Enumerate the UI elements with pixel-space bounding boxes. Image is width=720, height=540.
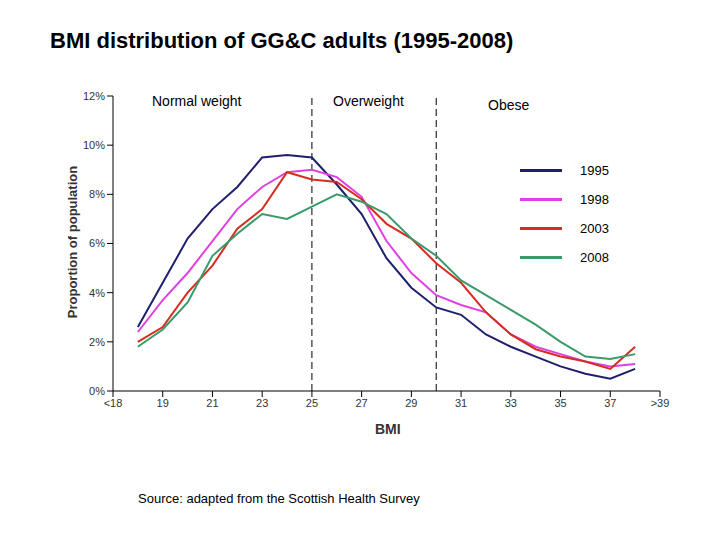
svg-text:0%: 0% bbox=[89, 385, 105, 397]
svg-text:23: 23 bbox=[256, 397, 268, 409]
html-text:2003: 2003 bbox=[580, 220, 609, 236]
svg-text:10%: 10% bbox=[83, 139, 105, 151]
svg-text:35: 35 bbox=[554, 397, 566, 409]
html-text:Overweight: Overweight bbox=[333, 93, 404, 109]
html-text:Normal weight: Normal weight bbox=[152, 93, 242, 109]
svg-text:4%: 4% bbox=[89, 287, 105, 299]
svg-text:33: 33 bbox=[505, 397, 517, 409]
svg-text:6%: 6% bbox=[89, 237, 105, 249]
html-text:BMI distribution of GG&C adult: BMI distribution of GG&C adults (1995-20… bbox=[50, 28, 514, 53]
svg-text:19: 19 bbox=[157, 397, 169, 409]
svg-text:37: 37 bbox=[604, 397, 616, 409]
html-text:Source: adapted from the Scott: Source: adapted from the Scottish Health… bbox=[138, 491, 420, 506]
svg-text:25: 25 bbox=[306, 397, 318, 409]
svg-text:21: 21 bbox=[206, 397, 218, 409]
svg-text:31: 31 bbox=[455, 397, 467, 409]
html-text:Proportion of population: Proportion of population bbox=[64, 165, 80, 319]
svg-text:29: 29 bbox=[405, 397, 417, 409]
svg-text:<18: <18 bbox=[104, 397, 123, 409]
svg-text:27: 27 bbox=[356, 397, 368, 409]
html-text:1998: 1998 bbox=[580, 191, 609, 207]
html-text:2008: 2008 bbox=[580, 249, 609, 265]
svg-text:8%: 8% bbox=[89, 188, 105, 200]
svg-text:>39: >39 bbox=[651, 397, 670, 409]
html-text:1995: 1995 bbox=[580, 162, 609, 178]
svg-text:2%: 2% bbox=[89, 336, 105, 348]
html-text:BMI: BMI bbox=[375, 421, 401, 437]
html-text:Obese: Obese bbox=[488, 97, 530, 113]
svg-text:12%: 12% bbox=[83, 90, 105, 102]
